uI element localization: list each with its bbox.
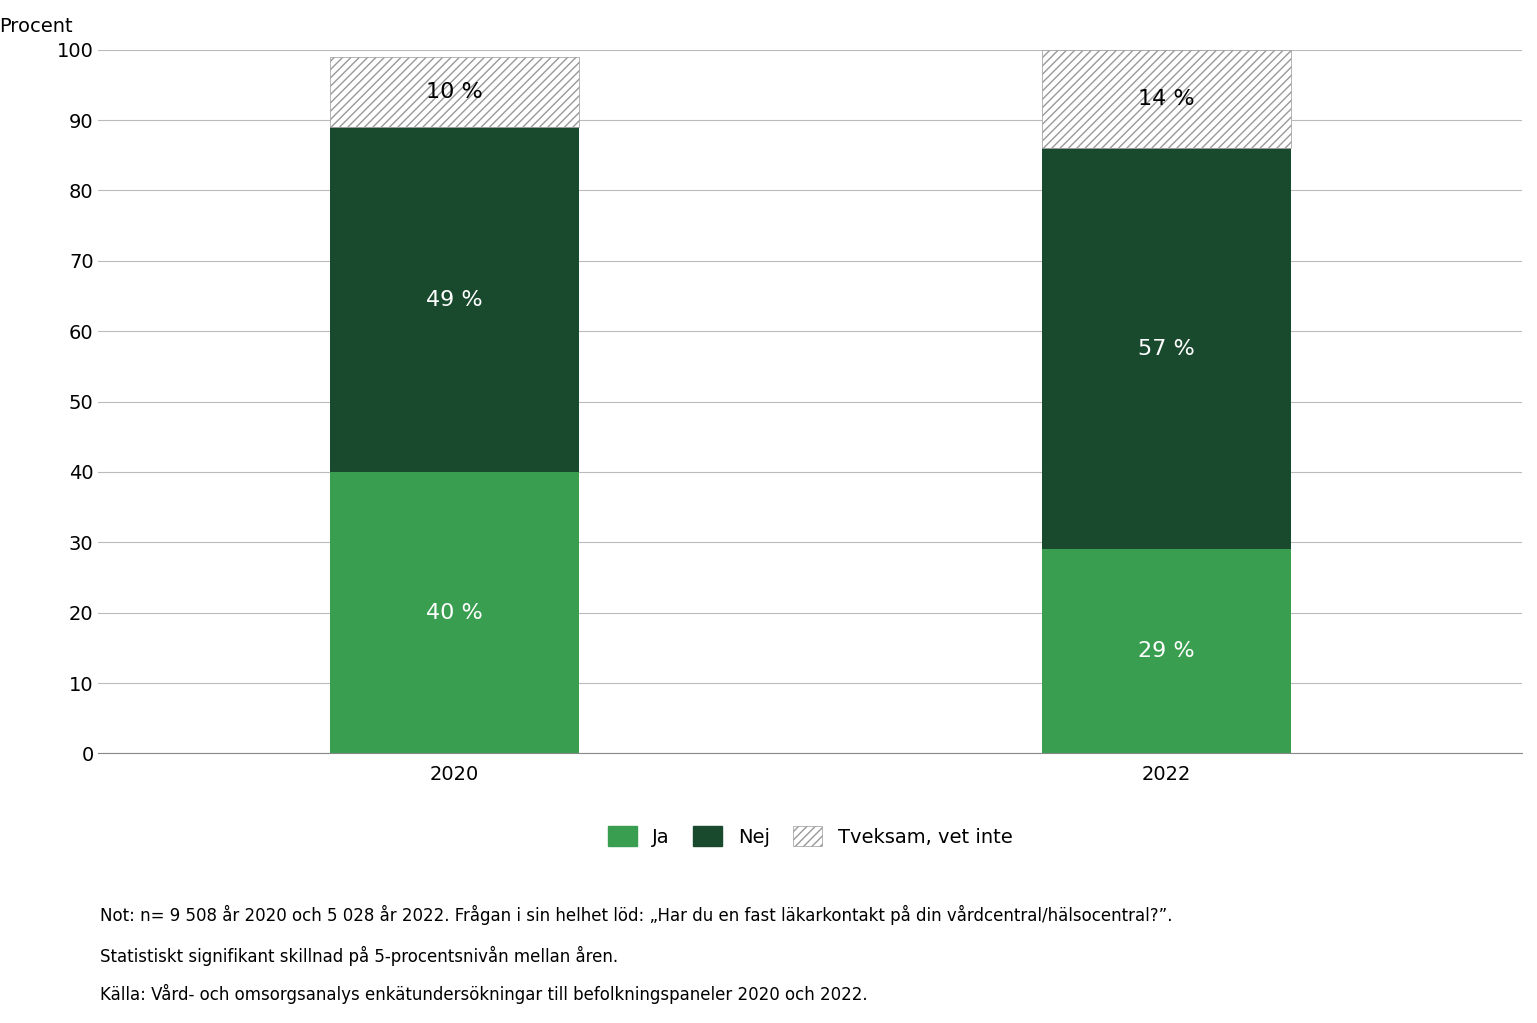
Text: 40 %: 40 % (426, 603, 483, 623)
Legend: Ja, Nej, Tveksam, vet inte: Ja, Nej, Tveksam, vet inte (607, 827, 1013, 847)
Text: 10 %: 10 % (426, 82, 483, 102)
Text: 29 %: 29 % (1137, 641, 1194, 662)
Bar (330, 127, 579, 472)
Text: Not: n= 9 508 år 2020 och 5 028 år 2022. Frågan i sin helhet löd: „Har du en fas: Not: n= 9 508 år 2020 och 5 028 år 2022.… (100, 905, 1173, 926)
Bar (330, 472, 579, 753)
Bar (1042, 50, 1291, 148)
Bar (1042, 148, 1291, 549)
Text: Källa: Vård- och omsorgsanalys enkätundersökningar till befolkningspaneler 2020 : Källa: Vård- och omsorgsanalys enkätunde… (100, 984, 867, 1005)
Text: 57 %: 57 % (1137, 339, 1194, 359)
Bar (330, 57, 579, 127)
Text: Procent: Procent (0, 16, 72, 36)
Text: 49 %: 49 % (426, 290, 483, 310)
Text: 14 %: 14 % (1137, 89, 1194, 109)
Text: Statistiskt signifikant skillnad på 5-procentsnivån mellan åren.: Statistiskt signifikant skillnad på 5-pr… (100, 946, 618, 967)
Bar (1042, 549, 1291, 753)
